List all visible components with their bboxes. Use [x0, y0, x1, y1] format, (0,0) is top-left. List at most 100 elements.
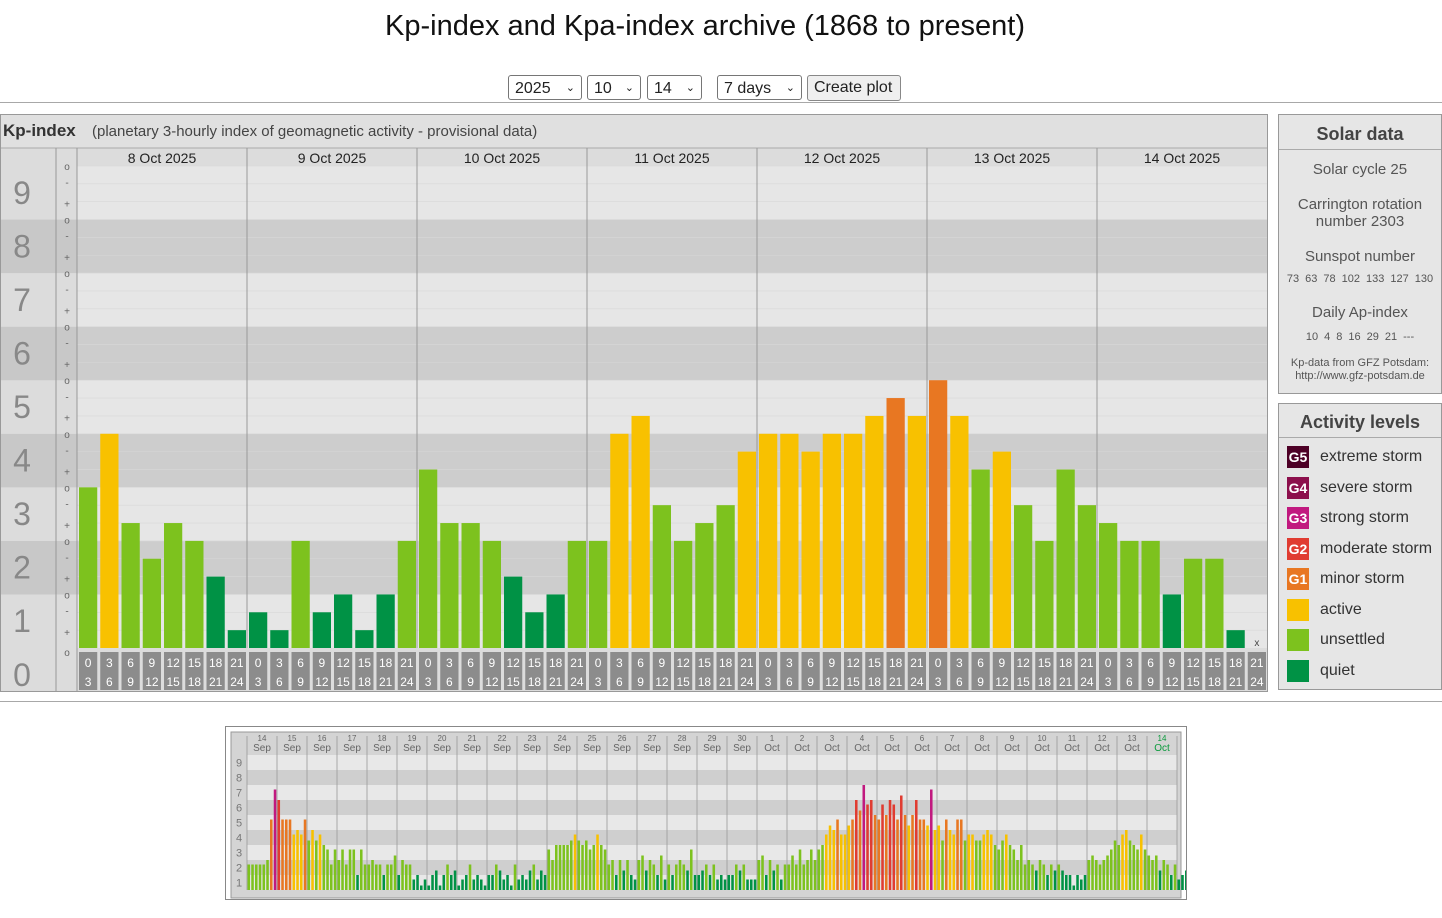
- interval-end-label: 3: [85, 675, 92, 689]
- overview-bar: [543, 875, 547, 890]
- overview-band: [247, 785, 1177, 800]
- kp-bar: [1099, 523, 1118, 648]
- overview-bar: [348, 849, 352, 890]
- overview-bar: [843, 834, 847, 890]
- interval-cell: [546, 652, 565, 690]
- overview-bar: [993, 845, 997, 890]
- overview-bar: [986, 830, 989, 890]
- interval-end-label: 3: [765, 675, 772, 689]
- overview-bar: [525, 879, 528, 890]
- overview-bar: [1005, 834, 1008, 890]
- kp-bar: [100, 433, 119, 648]
- source-link[interactable]: http://www.gfz-potsdam.de: [1295, 370, 1425, 382]
- kp-bar: [992, 451, 1011, 648]
- overview-bar: [1050, 864, 1053, 890]
- month-select[interactable]: 10 ⌄: [587, 75, 641, 100]
- interval-start-label: 3: [786, 656, 793, 670]
- interval-end-label: 21: [379, 675, 393, 689]
- ap-value: 21: [1384, 331, 1398, 343]
- overview-bar: [806, 860, 809, 890]
- overview-bar: [772, 870, 776, 890]
- create-plot-button[interactable]: Create plot: [807, 75, 901, 101]
- interval-cell: [1056, 652, 1075, 690]
- plot-band: [77, 166, 1267, 220]
- kp-bar: [610, 433, 629, 648]
- kp-bar: [822, 433, 841, 648]
- y-minor-tick: -: [65, 499, 68, 510]
- overview-bar: [513, 864, 517, 890]
- kp-bar: [1226, 630, 1245, 648]
- overview-y-label: 6: [236, 803, 242, 815]
- overview-bar: [933, 830, 937, 890]
- year-select[interactable]: 2025 ⌄: [508, 75, 582, 100]
- legend-label: extreme storm: [1320, 448, 1423, 465]
- overview-bar: [735, 864, 738, 890]
- overview-bar: [1072, 885, 1076, 890]
- overview-bar: [795, 864, 798, 890]
- overview-bar: [1046, 875, 1049, 890]
- interval-end-label: 15: [506, 675, 520, 689]
- overview-bar: [723, 879, 727, 890]
- overview-month-label: Sep: [553, 743, 571, 754]
- overview-bar: [708, 875, 712, 890]
- interval-cell: [822, 652, 841, 690]
- kp-bar: [886, 398, 905, 648]
- overview-bar: [1113, 840, 1117, 890]
- y-minor-tick: -: [65, 392, 68, 403]
- overview-bar: [1042, 864, 1046, 890]
- overview-bar: [255, 864, 258, 890]
- overview-day-number: 28: [678, 734, 687, 743]
- interval-cell: [142, 652, 161, 690]
- overview-bar: [982, 834, 986, 890]
- interval-cell: [1120, 652, 1139, 690]
- overview-bar: [570, 840, 573, 890]
- interval-start-label: 6: [127, 656, 134, 670]
- overview-bar: [693, 875, 697, 890]
- interval-end-label: 15: [1016, 675, 1030, 689]
- overview-band: [247, 875, 1177, 890]
- range-select[interactable]: 7 days ⌄: [717, 75, 802, 100]
- ap-value: 16: [1348, 331, 1361, 343]
- overview-bar: [600, 845, 603, 890]
- overview-bar: [663, 879, 667, 890]
- y-tick-label: 0: [13, 657, 31, 692]
- ap-value: 8: [1336, 331, 1343, 343]
- interval-cell: [886, 652, 905, 690]
- overview-month-label: Oct: [1154, 743, 1170, 754]
- overview-y-label: 9: [236, 758, 242, 770]
- chevron-down-icon: ⌄: [685, 82, 695, 94]
- overview-bar: [855, 800, 858, 890]
- overview-bar: [588, 849, 592, 890]
- interval-start-label: 12: [676, 656, 690, 670]
- overview-bar: [363, 864, 367, 890]
- overview-bar: [1132, 845, 1136, 890]
- carrington-line-1: Carrington rotation: [1297, 196, 1423, 213]
- interval-start-label: 15: [188, 656, 202, 670]
- missing-marker: x: [1254, 638, 1259, 649]
- ap-value: 10: [1305, 331, 1319, 343]
- overview-bar: [566, 845, 569, 890]
- overview-bar: [738, 870, 742, 890]
- overview-bar: [1068, 875, 1072, 890]
- overview-bar: [1140, 834, 1143, 890]
- overview-chart[interactable]: 12345678914Sep15Sep16Sep17Sep18Sep19Sep2…: [225, 726, 1187, 900]
- y-minor-tick: -: [65, 553, 68, 564]
- legend-label: minor storm: [1320, 570, 1405, 587]
- overview-month-label: Oct: [1004, 743, 1020, 754]
- kp-bar: [1141, 540, 1160, 648]
- interval-end-label: 9: [807, 675, 814, 689]
- kp-bar: [227, 630, 246, 648]
- overview-bar: [750, 879, 753, 890]
- overview-bar: [727, 875, 731, 890]
- overview-day-number: 6: [920, 734, 925, 743]
- day-select[interactable]: 14 ⌄: [647, 75, 702, 100]
- overview-month-label: Sep: [523, 743, 541, 754]
- overview-bar: [536, 879, 539, 890]
- overview-day-number: 20: [438, 734, 447, 743]
- kp-bar: [164, 523, 183, 648]
- day-select-value: 14: [654, 80, 672, 97]
- overview-bar: [660, 855, 663, 890]
- overview-bar: [960, 819, 963, 890]
- overview-bar: [896, 819, 899, 890]
- overview-bar: [1177, 879, 1181, 890]
